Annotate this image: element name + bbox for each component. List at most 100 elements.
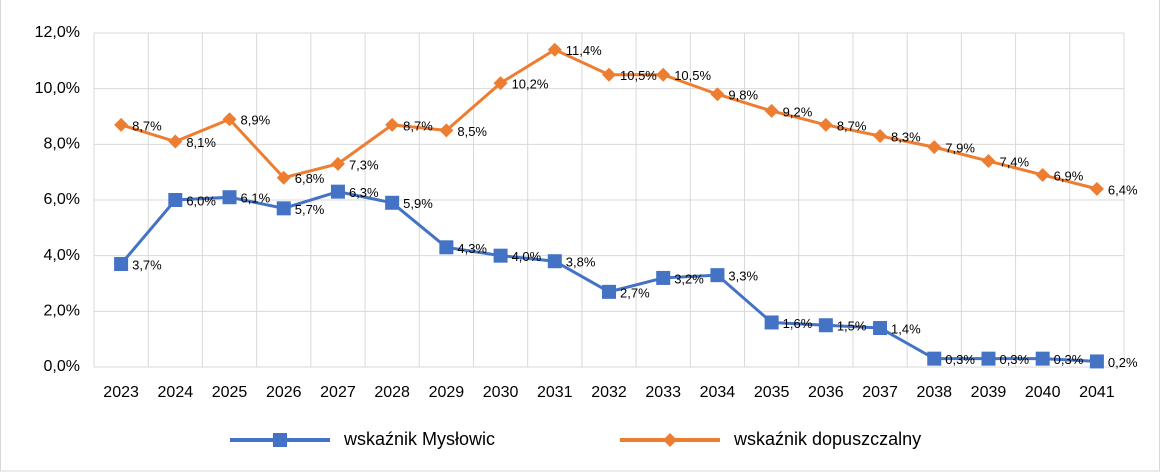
x-tick-label: 2029	[429, 384, 465, 401]
data-label: 1,5%	[837, 319, 867, 334]
x-tick-label: 2037	[862, 384, 898, 401]
marker	[1089, 354, 1104, 369]
x-tick-label: 2040	[1025, 384, 1061, 401]
marker	[1035, 351, 1050, 366]
x-tick-label: 2035	[754, 384, 790, 401]
marker	[330, 156, 345, 171]
x-tick-label: 2023	[103, 384, 139, 401]
x-tick-label: 2041	[1079, 384, 1115, 401]
x-tick-label: 2038	[916, 384, 952, 401]
data-label: 7,4%	[999, 154, 1029, 169]
x-tick-label: 2032	[591, 384, 627, 401]
data-label: 8,1%	[186, 135, 216, 150]
marker	[114, 257, 129, 272]
marker	[602, 67, 616, 82]
marker	[656, 67, 671, 82]
marker	[1089, 181, 1104, 196]
marker	[1035, 167, 1050, 182]
data-label: 3,8%	[566, 255, 596, 270]
marker	[710, 87, 725, 102]
marker	[385, 117, 400, 132]
data-label: 1,4%	[891, 321, 921, 336]
data-label: 8,9%	[241, 113, 271, 128]
marker	[818, 318, 833, 333]
data-label: 4,3%	[457, 241, 487, 256]
marker	[330, 184, 345, 199]
data-label: 3,3%	[728, 269, 758, 284]
marker	[927, 140, 942, 155]
data-label: 0,3%	[999, 352, 1029, 367]
marker	[547, 42, 562, 57]
marker	[222, 112, 237, 127]
data-label: 1,6%	[783, 316, 813, 331]
data-label: 6,1%	[241, 191, 271, 206]
marker	[927, 351, 942, 366]
data-label: 8,5%	[457, 124, 487, 139]
marker	[981, 351, 996, 366]
data-label: 11,4%	[566, 43, 602, 58]
marker	[547, 254, 562, 269]
data-label: 5,7%	[295, 202, 325, 217]
data-label: 10,5%	[620, 68, 657, 83]
marker	[439, 240, 454, 255]
data-label: 6,8%	[295, 171, 325, 186]
y-tick-label: 0,0%	[44, 358, 80, 375]
marker	[873, 128, 888, 143]
x-tick-label: 2031	[537, 384, 573, 401]
x-tick-label: 2030	[483, 384, 519, 401]
marker	[818, 117, 833, 132]
legend-label: wskaźnik dopuszczalny	[733, 429, 921, 449]
marker	[276, 170, 291, 185]
marker	[276, 201, 291, 216]
data-label: 5,9%	[403, 196, 433, 211]
marker	[981, 154, 996, 169]
data-label: 6,3%	[349, 185, 379, 200]
marker	[602, 284, 616, 299]
marker	[168, 193, 183, 207]
data-label: 0,3%	[1054, 352, 1084, 367]
x-tick-label: 2025	[212, 384, 248, 401]
y-tick-label: 10,0%	[35, 80, 80, 97]
x-tick-label: 2027	[320, 384, 356, 401]
y-tick-label: 12,0%	[35, 24, 80, 41]
x-tick-label: 2024	[158, 384, 194, 401]
data-label: 9,2%	[783, 104, 813, 119]
data-label: 7,3%	[349, 157, 379, 172]
marker	[114, 117, 129, 132]
data-label: 8,3%	[891, 129, 921, 144]
legend-label: wskaźnik Mysłowic	[343, 429, 495, 449]
marker	[222, 190, 237, 205]
data-label: 8,7%	[837, 118, 867, 133]
marker	[873, 321, 888, 336]
marker	[493, 248, 508, 263]
marker	[439, 123, 454, 138]
marker	[663, 433, 677, 447]
marker	[764, 103, 779, 118]
data-label: 0,2%	[1108, 355, 1138, 370]
marker	[710, 268, 725, 283]
marker	[385, 195, 400, 210]
data-label: 6,4%	[1108, 182, 1138, 197]
x-tick-label: 2034	[700, 384, 736, 401]
data-label: 2,7%	[620, 285, 650, 300]
x-tick-label: 2026	[266, 384, 302, 401]
data-label: 8,7%	[132, 118, 162, 133]
x-tick-label: 2039	[971, 384, 1007, 401]
y-tick-label: 4,0%	[44, 247, 80, 264]
data-label: 3,7%	[132, 257, 162, 272]
x-tick-label: 2033	[645, 384, 681, 401]
data-label: 10,2%	[512, 77, 549, 92]
data-label: 6,0%	[186, 193, 216, 208]
data-label: 7,9%	[945, 141, 975, 156]
data-label: 0,3%	[945, 352, 975, 367]
marker	[273, 433, 287, 447]
y-tick-label: 2,0%	[44, 303, 80, 320]
data-label: 10,5%	[674, 68, 711, 83]
data-label: 9,8%	[728, 88, 758, 103]
marker	[493, 76, 508, 91]
marker	[764, 315, 779, 330]
x-tick-label: 2028	[374, 384, 410, 401]
x-tick-label: 2036	[808, 384, 844, 401]
